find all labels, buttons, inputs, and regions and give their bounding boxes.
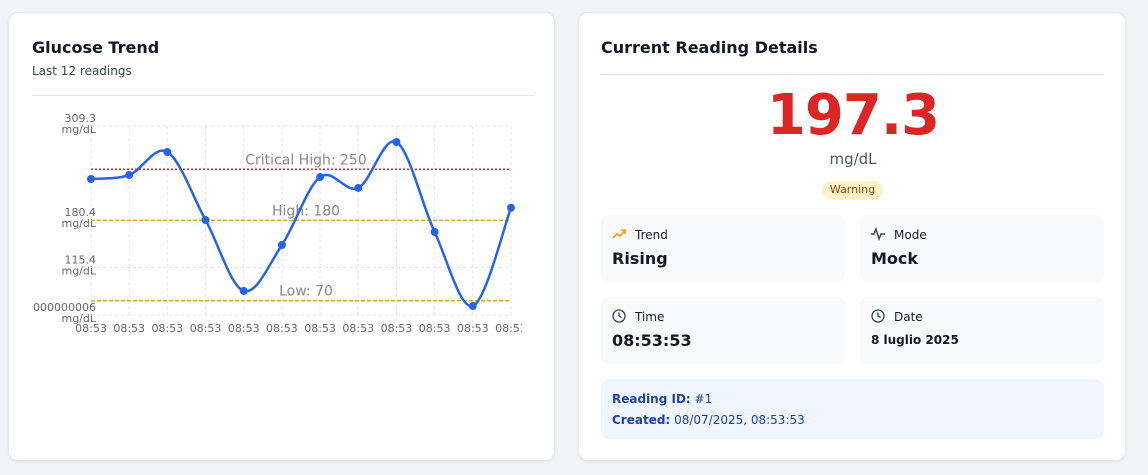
meta-value: #1	[694, 392, 713, 406]
point	[430, 227, 439, 236]
x-tick-label: 08:53	[495, 322, 522, 335]
x-tick-label: 08:53	[75, 322, 107, 335]
info-label: Date	[894, 310, 923, 324]
reference-label: Low: 70	[279, 284, 333, 300]
meta-box: Reading ID: #1 Created: 08/07/2025, 08:5…	[601, 379, 1104, 439]
point	[354, 183, 363, 192]
info-card: Trend Rising	[601, 215, 845, 282]
x-tick-label: 08:53	[381, 322, 413, 335]
info-card: Time 08:53:53	[601, 297, 845, 364]
info-label: Trend	[635, 228, 668, 242]
info-value: 08:53:53	[612, 331, 692, 350]
chart: 50.40000000000006mg/dL115.4mg/dL180.4mg/…	[32, 112, 522, 335]
trend-card: Glucose Trend Last 12 readings 50.400000…	[8, 12, 555, 461]
x-tick-label: 08:53	[457, 322, 489, 335]
x-tick-label: 08:53	[113, 322, 145, 335]
reference-label: Critical High: 250	[245, 152, 366, 168]
trend-icon	[612, 229, 626, 239]
point	[507, 203, 515, 212]
x-tick-label: 08:53	[152, 322, 184, 335]
clock-icon	[871, 309, 885, 323]
info-value: Rising	[612, 249, 668, 268]
y-tick-unit: mg/dL	[61, 312, 96, 325]
point	[277, 240, 286, 249]
divider	[32, 95, 535, 96]
y-tick-label: 309.3	[65, 112, 97, 125]
point	[201, 216, 210, 225]
card-title: Current Reading Details	[601, 38, 818, 57]
x-tick-label: 08:53	[228, 322, 260, 335]
point	[392, 137, 401, 146]
x-tick-label: 08:53	[342, 322, 374, 335]
info-card: Date 8 luglio 2025	[860, 297, 1104, 364]
card-title: Glucose Trend	[32, 38, 160, 57]
reference-label: High: 180	[272, 203, 340, 219]
clock-icon	[612, 309, 626, 323]
info-value: Mock	[871, 249, 919, 268]
x-tick-label: 08:53	[419, 322, 451, 335]
divider	[601, 74, 1104, 75]
meta-label: Reading ID:	[612, 392, 691, 406]
card-subtitle: Last 12 readings	[32, 64, 132, 78]
y-tick-label: 115.4	[65, 254, 97, 267]
y-tick-unit: mg/dL	[61, 265, 96, 278]
y-tick-unit: mg/dL	[61, 123, 96, 136]
mode-icon	[871, 227, 885, 241]
meta-value: 08/07/2025, 08:53:53	[674, 413, 805, 427]
point	[125, 170, 134, 179]
y-tick-unit: mg/dL	[61, 217, 96, 230]
reading-unit: mg/dL	[829, 150, 877, 168]
point	[239, 286, 248, 295]
info-value: 8 luglio 2025	[871, 333, 959, 347]
meta-label: Created:	[612, 413, 671, 427]
point	[468, 302, 477, 311]
info-card: Mode Mock	[860, 215, 1104, 282]
info-label: Time	[635, 310, 665, 324]
y-tick-label: 50.40000000000006	[32, 301, 96, 314]
info-label: Mode	[894, 228, 927, 242]
y-tick-label: 180.4	[65, 206, 97, 219]
x-tick-label: 08:53	[190, 322, 222, 335]
x-tick-label: 08:53	[304, 322, 336, 335]
reading-value: 197.3	[766, 83, 940, 148]
point	[316, 173, 325, 182]
details-card: Current Reading Details 197.3 mg/dL Warn…	[578, 12, 1126, 461]
status-badge: Warning	[822, 181, 883, 199]
point	[163, 147, 172, 156]
point	[87, 174, 95, 183]
x-tick-label: 08:53	[266, 322, 298, 335]
